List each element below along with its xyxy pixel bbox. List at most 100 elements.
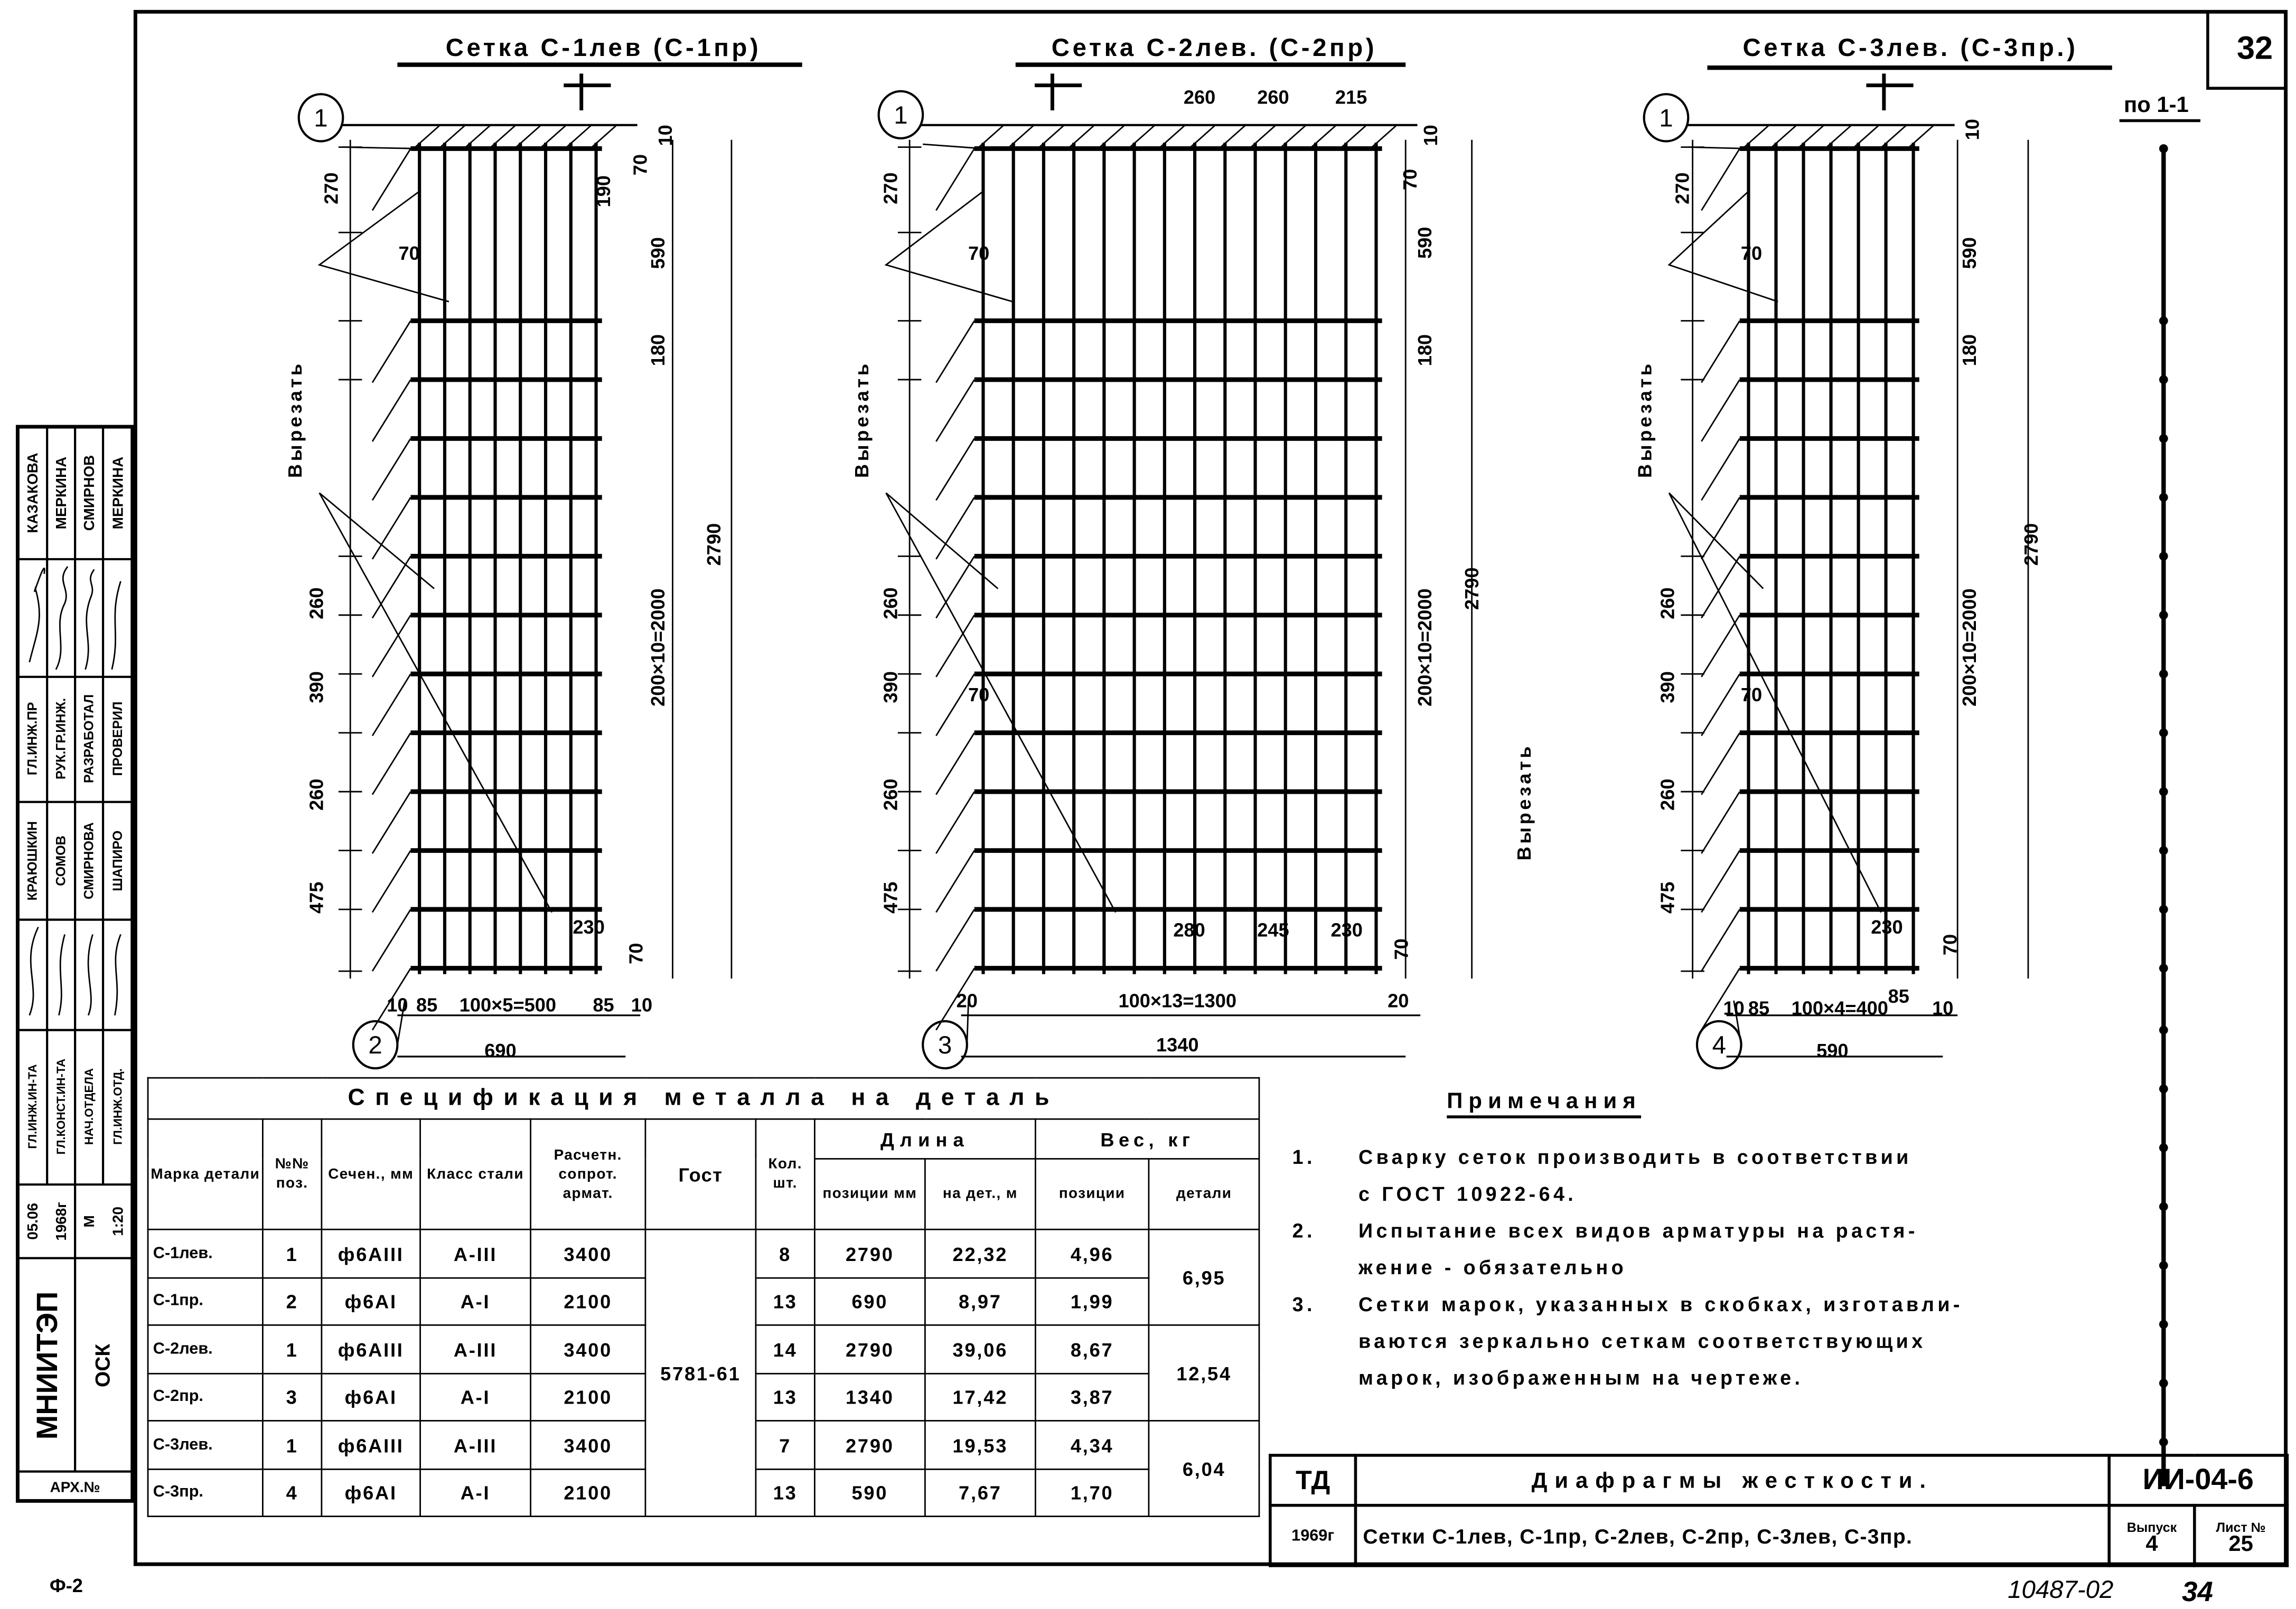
dimension-label: 85 — [416, 994, 437, 1016]
section-bar-dot — [2159, 1261, 2168, 1270]
notes-heading: Примечания — [1447, 1089, 1642, 1118]
dimension-label: 1340 — [1156, 1034, 1199, 1056]
cut-edge-line — [371, 967, 411, 1031]
hatch-line — [413, 124, 441, 149]
spec-pos: 2 — [262, 1277, 323, 1326]
stamp-name: ШАПИРО — [110, 831, 125, 891]
note-text: Испытание всех видов арматуры на растя- — [1358, 1220, 1918, 1242]
stamp-name: КРАЮШКИН — [25, 821, 40, 900]
cut-edge-line — [1701, 497, 1740, 560]
hatch-line — [438, 124, 466, 149]
dimension-label: 260 — [879, 779, 901, 811]
note-line: с ГОСТ 10922-64. — [1292, 1175, 2234, 1212]
spec-weight-pos: 3,87 — [1034, 1372, 1150, 1422]
col-length-det: на дет., м — [924, 1158, 1036, 1230]
cut-edge-line — [935, 556, 975, 619]
cut-label: Вырезать — [851, 361, 873, 478]
cut-edge-line — [1701, 909, 1740, 972]
cut-label: Вырезать — [1513, 744, 1535, 861]
section-bar-dot — [2159, 905, 2168, 914]
position-mark-leader — [966, 1000, 969, 1045]
sheet-title: Сетки С-1лев, С-1пр, С-2лев, С-2пр, С-3л… — [1354, 1503, 2111, 1567]
hatch-line — [1007, 124, 1035, 149]
sheet-cell: Лист № 25 — [2193, 1503, 2289, 1567]
note-number — [1292, 1175, 1358, 1212]
department-name: ОСК — [92, 1344, 115, 1388]
section-bar-dot — [2159, 728, 2168, 738]
note-line: ваются зеркально сеткам соответствующих — [1292, 1323, 2234, 1360]
spec-length-det: 8,97 — [924, 1277, 1036, 1326]
spec-resist: 2100 — [530, 1277, 646, 1326]
cut-edge-line — [935, 379, 975, 442]
hatch-line — [1824, 124, 1852, 149]
dimension-label: 215 — [1335, 86, 1367, 108]
dimension-label: 100×4=400 — [1792, 997, 1888, 1019]
hatch-line — [1188, 124, 1216, 149]
hatch-line — [589, 124, 617, 149]
cut-edge-line — [1701, 732, 1740, 795]
note-line: 1. Сварку сеток производить в соответстви… — [1292, 1139, 2234, 1176]
spec-resist: 3400 — [530, 1420, 646, 1470]
spec-section: ф6АI — [321, 1277, 421, 1326]
position-mark-leader — [343, 146, 420, 149]
spec-weight-pos: 4,34 — [1034, 1420, 1150, 1470]
section-bar-dot — [2159, 1437, 2168, 1447]
section-bar-dot — [2159, 669, 2168, 679]
metal-specification-table: Спецификация металла на деталь Марка дет… — [147, 1077, 1260, 1517]
cut-edge-line — [371, 673, 411, 737]
col-qty: Кол. шт. — [755, 1118, 816, 1230]
stamp-name: СОМОВ — [54, 835, 69, 886]
section-arrow-icon — [1866, 73, 1914, 110]
section-bar-dot — [2159, 375, 2168, 384]
cut-edge-line — [935, 438, 975, 501]
cut-edge-line — [935, 909, 975, 972]
dimension-label: 10 — [654, 125, 676, 146]
note-number: 3. — [1292, 1293, 1316, 1316]
section-bar-dot — [2159, 787, 2168, 796]
dimension-label: 475 — [879, 882, 901, 914]
hatch-line — [1879, 124, 1907, 149]
section-bar-dot — [2159, 1379, 2168, 1388]
hatch-line — [1279, 124, 1307, 149]
col-mark: Марка детали — [147, 1118, 264, 1230]
spec-length-pos: 2790 — [813, 1228, 926, 1279]
dimension-label: 270 — [1672, 172, 1693, 204]
approval-stamp: КАЗАКОВА МЕРКИНА СМИРНОВ МЕРКИНА ГЛ.ИНЖ.ПР РУ… — [15, 425, 135, 1503]
cut-edge-line — [935, 148, 975, 211]
cut-edge-line — [1701, 379, 1740, 442]
spec-steel: А-I — [419, 1469, 531, 1517]
cut-edge-line — [935, 732, 975, 795]
position-mark-leader — [923, 143, 983, 149]
col-weight-det: детали — [1148, 1158, 1260, 1230]
spec-row: С-2пр. 3 ф6АI А-I 2100 13 1340 17,42 3,87 — [147, 1372, 1259, 1422]
dimension-label: 690 — [484, 1040, 516, 1061]
dimension-label: 260 — [1657, 587, 1679, 619]
dimension-label: 180 — [1414, 334, 1436, 366]
spec-qty: 13 — [755, 1277, 816, 1326]
section-bar-dot — [2159, 434, 2168, 443]
position-mark: 2 — [368, 1031, 382, 1059]
issue-cell: Выпуск 4 — [2107, 1503, 2196, 1567]
dimension-label: 2790 — [703, 523, 725, 566]
leader-line — [884, 191, 1013, 303]
dimension-label: 10 — [631, 994, 652, 1016]
section-bar-dot — [2159, 1084, 2168, 1094]
dimension-label: 70 — [1741, 242, 1762, 264]
stamp-role: НАЧ.ОТДЕЛА — [82, 1068, 96, 1145]
dimension-label: 270 — [879, 172, 901, 204]
section-arrow-icon — [564, 73, 611, 110]
position-mark: 3 — [938, 1031, 952, 1059]
cut-edge-line — [935, 967, 975, 1031]
stamp-name: КАЗАКОВА — [24, 453, 41, 533]
cut-edge-line — [1701, 148, 1740, 211]
section-bar-dot — [2159, 144, 2168, 153]
section-label: по 1-1 — [2124, 92, 2189, 117]
position-mark-leader — [397, 1000, 406, 1045]
note-text: с ГОСТ 10922-64. — [1358, 1183, 1577, 1206]
spec-weight-detail: 12,54 — [1148, 1324, 1260, 1422]
spec-weight-detail: 6,04 — [1148, 1420, 1260, 1517]
hatch-line — [1309, 124, 1337, 149]
spec-pos: 1 — [262, 1324, 323, 1375]
note-line: жение - обязательно — [1292, 1249, 2234, 1286]
